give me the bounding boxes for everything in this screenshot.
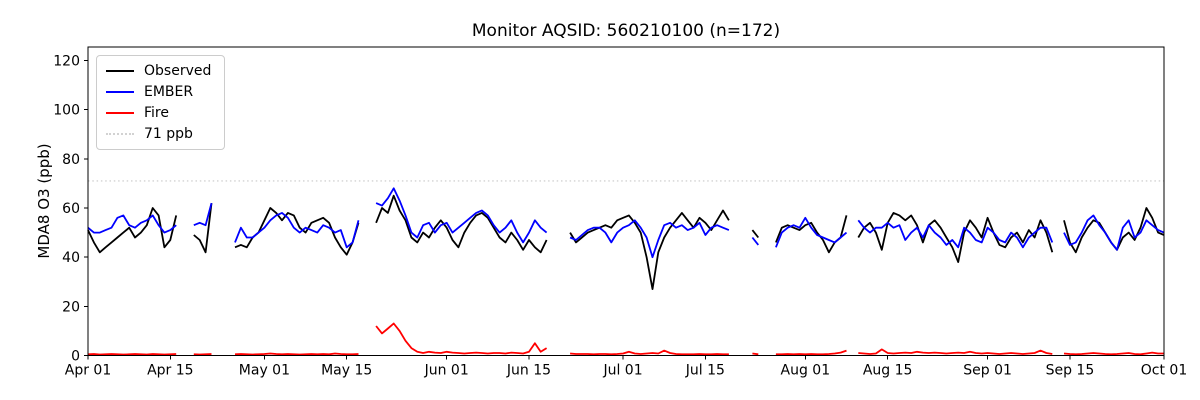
svg-text:100: 100 [53,103,80,119]
svg-text:Sep 01: Sep 01 [963,363,1012,379]
legend-item-observed: Observed [106,64,211,78]
svg-text:120: 120 [53,54,80,70]
legend-label-ember: EMBER [144,84,194,100]
svg-text:60: 60 [62,201,80,217]
legend: Observed EMBER Fire 71 ppb [96,55,226,150]
svg-text:May 01: May 01 [239,363,290,379]
svg-text:Oct 01: Oct 01 [1141,363,1187,379]
legend-line-icon-observed [106,70,134,72]
legend-line-icon-fire [106,112,134,114]
legend-item-ember: EMBER [106,85,211,99]
legend-label-fire: Fire [144,105,169,121]
svg-text:Aug 15: Aug 15 [863,363,913,379]
svg-text:0: 0 [71,349,80,365]
legend-dotted-line-icon-threshold [106,133,134,135]
svg-text:Sep 15: Sep 15 [1046,363,1095,379]
legend-label-observed: Observed [144,63,212,79]
legend-item-threshold: 71 ppb [106,127,211,141]
svg-text:80: 80 [62,152,80,168]
legend-label-threshold: 71 ppb [144,126,193,142]
svg-text:20: 20 [62,299,80,315]
legend-line-icon-ember [106,91,134,93]
svg-text:Aug 01: Aug 01 [781,363,831,379]
svg-text:Jun 01: Jun 01 [424,363,469,379]
svg-text:Jul 15: Jul 15 [685,363,725,379]
svg-text:Jul 01: Jul 01 [602,363,642,379]
svg-text:Apr 15: Apr 15 [147,363,193,379]
svg-text:40: 40 [62,250,80,266]
svg-text:Jun 15: Jun 15 [506,363,551,379]
svg-text:Apr 01: Apr 01 [65,363,111,379]
chart-title: Monitor AQSID: 560210100 (n=172) [471,21,781,41]
svg-text:May 15: May 15 [321,363,372,379]
legend-item-fire: Fire [106,106,211,120]
